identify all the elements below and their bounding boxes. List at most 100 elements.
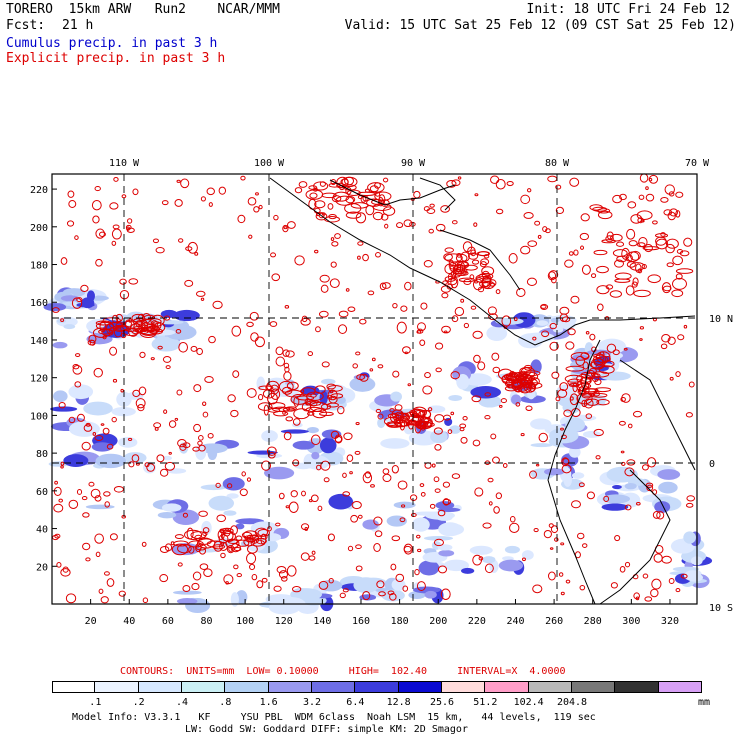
explicit-precip-contour [568, 251, 574, 256]
explicit-precip-contour [575, 355, 586, 367]
explicit-precip-contour [454, 270, 469, 276]
explicit-precip-contour [506, 181, 514, 187]
explicit-precip-contour [555, 206, 565, 215]
explicit-precip-contour [315, 326, 321, 333]
cumulus-precip-cell [195, 444, 207, 461]
cumulus-field-label: Cumulus precip. in past 3 h [6, 36, 218, 51]
explicit-precip-contour [197, 440, 203, 446]
explicit-precip-contour [614, 272, 632, 280]
explicit-precip-contour [585, 330, 590, 335]
explicit-precip-contour [434, 444, 442, 451]
explicit-precip-contour [589, 333, 596, 341]
explicit-precip-contour [112, 224, 120, 230]
explicit-precip-contour [410, 513, 417, 517]
explicit-precip-contour [416, 581, 426, 592]
explicit-precip-contour [395, 573, 405, 583]
left-tick-label: 80 [36, 449, 48, 460]
explicit-precip-contour [195, 543, 202, 553]
cumulus-precip-cell [565, 417, 586, 433]
explicit-precip-contour [159, 574, 169, 583]
explicit-precip-contour [282, 407, 296, 412]
explicit-precip-contour [384, 223, 389, 229]
cumulus-precip-cell [412, 511, 442, 516]
explicit-precip-contour [525, 405, 533, 411]
explicit-precip-contour [111, 416, 117, 423]
cumulus-precip-cell [601, 503, 629, 511]
explicit-precip-contour [564, 374, 583, 383]
cumulus-precip-cell [226, 493, 239, 499]
explicit-precip-contour [621, 247, 630, 260]
explicit-precip-contour [161, 200, 169, 206]
explicit-precip-contour [311, 550, 316, 555]
explicit-precip-contour [328, 577, 334, 584]
explicit-precip-contour [103, 491, 111, 497]
explicit-precip-contour [290, 393, 309, 405]
forecast-hour: 21 h [62, 18, 94, 33]
explicit-precip-contour [420, 491, 426, 497]
explicit-precip-contour [462, 415, 468, 421]
cumulus-precip-cell [498, 559, 524, 572]
explicit-precip-contour [287, 221, 296, 229]
explicit-precip-contour [389, 408, 395, 413]
explicit-precip-contour [426, 208, 436, 214]
cumulus-precip-cell [504, 545, 520, 554]
explicit-precip-contour [529, 470, 537, 479]
colorbar-label: .2 [132, 697, 145, 708]
explicit-precip-contour [89, 339, 96, 346]
explicit-precip-contour [490, 175, 500, 184]
explicit-precip-contour [267, 451, 276, 459]
explicit-precip-contour [159, 468, 169, 477]
explicit-precip-contour [397, 480, 408, 490]
cumulus-precip-cell [556, 384, 577, 398]
explicit-precip-contour [310, 494, 319, 503]
explicit-precip-contour [632, 410, 643, 418]
explicit-precip-contour [142, 597, 149, 604]
explicit-precip-contour [190, 531, 207, 540]
explicit-precip-contour [437, 509, 446, 517]
cumulus-precip-cell [235, 523, 245, 530]
explicit-precip-contour [62, 566, 69, 573]
cumulus-precip-cell [264, 466, 295, 480]
explicit-precip-contour [109, 533, 118, 541]
explicit-precip-contour [174, 199, 183, 207]
explicit-precip-contour [633, 592, 640, 600]
explicit-precip-contour [565, 341, 575, 350]
explicit-precip-contour [593, 428, 604, 437]
explicit-precip-contour [549, 547, 554, 550]
explicit-precip-contour [515, 402, 521, 407]
explicit-precip-contour [240, 175, 246, 181]
explicit-precip-contour [433, 538, 444, 547]
cumulus-precip-cell [63, 324, 76, 330]
cumulus-precip-cell [207, 447, 218, 461]
explicit-precip-contour [619, 566, 626, 573]
explicit-precip-contour [598, 365, 615, 374]
explicit-precip-contour [371, 357, 376, 362]
explicit-precip-contour [182, 585, 191, 592]
cumulus-precip-cell [311, 451, 320, 460]
explicit-precip-contour [128, 461, 135, 468]
explicit-precip-contour [629, 262, 645, 271]
explicit-precip-contour [207, 432, 214, 439]
explicit-precip-contour [403, 543, 413, 555]
explicit-precip-contour [95, 228, 105, 239]
explicit-precip-contour [337, 324, 348, 334]
explicit-precip-contour [664, 184, 675, 195]
explicit-precip-contour [655, 238, 669, 250]
colorbar-swatch [615, 681, 659, 693]
explicit-precip-contour [94, 435, 104, 441]
colorbar-swatch [355, 681, 399, 693]
explicit-precip-contour [294, 255, 305, 266]
explicit-precip-contour [261, 577, 268, 583]
explicit-precip-contour [683, 324, 688, 329]
explicit-precip-contour [637, 242, 646, 248]
explicit-precip-contour [113, 485, 124, 493]
explicit-precip-contour [413, 190, 421, 199]
explicit-precip-contour [570, 295, 580, 304]
explicit-precip-contour [257, 529, 270, 537]
central-america-coast [269, 177, 696, 346]
explicit-precip-contour [200, 196, 206, 202]
explicit-precip-contour [85, 557, 91, 562]
bottom-tick-label: 200 [429, 616, 447, 627]
explicit-precip-contour [402, 346, 411, 354]
